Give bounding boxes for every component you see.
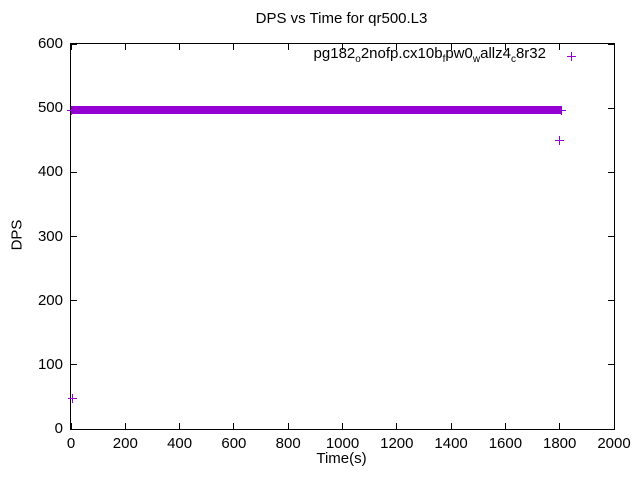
y-tick [71, 300, 77, 302]
y-tick-label: 100 [37, 355, 63, 373]
x-tick [450, 423, 452, 429]
x-tick-label: 1600 [488, 435, 523, 452]
x-tick-label: 200 [112, 435, 138, 452]
y-tick [71, 428, 77, 430]
x-tick [179, 423, 181, 429]
x-tick-label: 400 [167, 435, 193, 452]
x-tick-mirror [342, 44, 343, 50]
x-tick-label: 600 [221, 435, 247, 452]
data-point-marker [67, 394, 77, 404]
y-tick-label: 300 [37, 227, 63, 245]
x-tick [613, 423, 615, 429]
x-tick-label: 1200 [380, 435, 414, 452]
y-tick-label: 400 [37, 163, 63, 181]
y-tick-mirror [608, 236, 614, 237]
x-tick-mirror [179, 44, 181, 50]
x-tick-label: 2000 [597, 435, 631, 452]
x-tick-label: 1800 [543, 435, 577, 452]
x-tick [559, 423, 561, 429]
y-tick-label: 0 [54, 420, 63, 437]
x-tick-mirror [559, 44, 561, 50]
x-tick-mirror [124, 44, 126, 50]
x-tick-label: 800 [275, 435, 301, 452]
x-tick-label: 0 [66, 435, 76, 452]
x-tick-label: 1000 [325, 435, 360, 452]
x-tick-mirror [450, 44, 452, 50]
x-tick [504, 423, 506, 429]
y-tick-mirror [608, 43, 614, 45]
data-point-marker [555, 136, 565, 146]
x-tick-mirror [504, 44, 506, 50]
x-tick-mirror [70, 44, 72, 50]
y-tick-mirror [608, 107, 614, 109]
x-tick-mirror [287, 44, 289, 50]
y-tick-mirror [608, 364, 614, 366]
x-tick-mirror [396, 44, 398, 50]
legend-sample [546, 48, 598, 66]
x-tick [124, 423, 126, 429]
y-tick [71, 171, 77, 173]
y-tick-label: 500 [37, 99, 63, 117]
x-tick [70, 423, 72, 429]
x-tick [233, 423, 235, 429]
data-point-marker [66, 105, 76, 115]
legend-series-label: pg182o2nofp.cx10bfpw0wallz4c8r32 [313, 45, 546, 65]
y-tick-mirror [608, 300, 614, 302]
y-tick-label: 200 [37, 291, 63, 309]
y-tick-label: 600 [37, 35, 63, 52]
legend: pg182o2nofp.cx10bfpw0wallz4c8r32 [313, 45, 598, 66]
chart-title: DPS vs Time for qr500.L3 [255, 10, 428, 27]
legend-point-marker-icon [567, 52, 576, 61]
plot-area: pg182o2nofp.cx10bfpw0wallz4c8r32 0 200 400… [38, 35, 631, 452]
x-tick [287, 423, 289, 429]
y-tick [71, 43, 77, 45]
x-tick-mirror [233, 44, 235, 50]
x-tick [396, 423, 398, 429]
y-tick [71, 236, 77, 237]
x-axis-label: Time(s) [316, 450, 367, 467]
x-tick-mirror [613, 44, 615, 50]
x-tick-label: 1400 [434, 435, 468, 452]
x-tick [342, 423, 343, 429]
y-tick-mirror [608, 171, 614, 173]
series-dense-band [71, 106, 562, 114]
y-tick [71, 364, 77, 366]
y-tick-mirror [608, 428, 614, 430]
data-point-marker [556, 105, 566, 115]
